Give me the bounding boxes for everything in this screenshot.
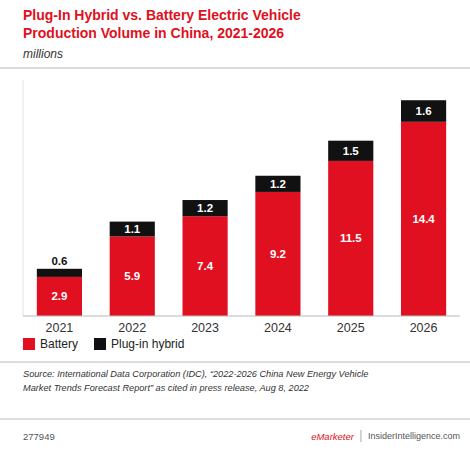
bar-segment: [401, 122, 446, 316]
bar-segment: [183, 216, 228, 316]
bar-segment: [37, 269, 82, 277]
footer-site: InsiderIntelligence.com: [368, 431, 460, 441]
bar-segment: [255, 192, 300, 316]
data-label: 1.1: [124, 223, 141, 235]
y-axis-line: [23, 80, 24, 316]
data-label: 9.2: [270, 248, 286, 260]
data-label: 1.2: [197, 202, 213, 214]
legend-swatch: [23, 338, 35, 350]
legend-label: Battery: [40, 337, 78, 351]
footer-brand: eMarketer: [311, 431, 355, 442]
source-line: Source: International Data Corporation (…: [23, 369, 368, 379]
legend: Battery Plug-in hybrid: [23, 337, 184, 351]
separator: [0, 419, 470, 420]
footer-divider: [360, 430, 361, 442]
x-axis-line: [23, 316, 460, 317]
x-tick-label: 2021: [46, 321, 74, 335]
legend-swatch: [94, 338, 106, 350]
data-label: 0.6: [51, 255, 67, 267]
separator: [0, 68, 470, 69]
bar-segment: [328, 141, 373, 161]
bar-segment: [110, 236, 155, 316]
data-label: 1.6: [416, 105, 432, 117]
title: Plug-In Hybrid vs. Battery Electric Vehi…: [23, 7, 301, 41]
legend-label: Plug-in hybrid: [111, 337, 184, 351]
bar-segment: [110, 222, 155, 237]
data-label: 1.5: [343, 145, 360, 157]
subtitle: millions: [23, 47, 63, 61]
data-label: 11.5: [340, 232, 362, 244]
data-label: 5.9: [124, 270, 140, 282]
bar-segment: [401, 100, 446, 122]
title-line: Production Volume in China, 2021-2026: [23, 25, 284, 41]
x-tick-label: 2026: [410, 321, 438, 335]
separator: [0, 362, 470, 363]
data-label: 14.4: [412, 213, 435, 225]
x-tick-label: 2025: [337, 321, 365, 335]
bar-segment: [328, 161, 373, 316]
x-tick-label: 2022: [118, 321, 146, 335]
title-line: Plug-In Hybrid vs. Battery Electric Vehi…: [23, 7, 301, 23]
chart: Plug-In Hybrid vs. Battery Electric Vehi…: [0, 0, 470, 455]
data-labels: 2.9 5.9 7.4 9.2 11.5 14.4 0.6 1.1 1.2 1.2 1.5 1.6: [51, 105, 435, 302]
bar-segment: [37, 277, 82, 316]
bar-segment: [183, 200, 228, 216]
data-label: 7.4: [197, 260, 214, 272]
x-tick-label: 2023: [191, 321, 219, 335]
data-label: 2.9: [51, 290, 67, 302]
data-label: 1.2: [270, 178, 286, 190]
bar-segment: [255, 176, 300, 192]
source-line: Market Trends Forecast Report” as cited …: [23, 383, 309, 393]
x-tick-label: 2024: [264, 321, 292, 335]
source: Source: International Data Corporation (…: [23, 369, 368, 393]
bars: [37, 100, 446, 316]
footer-id: 277949: [23, 431, 55, 442]
